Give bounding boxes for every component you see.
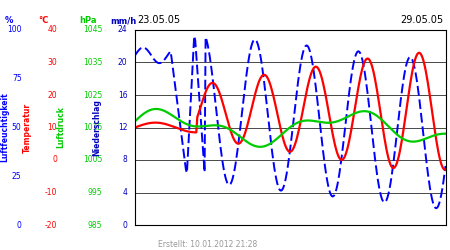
Text: 24: 24	[118, 26, 127, 35]
Text: Luftfeuchtigkeit: Luftfeuchtigkeit	[0, 92, 9, 162]
Text: 4: 4	[122, 188, 127, 197]
Text: 29.05.05: 29.05.05	[400, 15, 443, 25]
Text: Temperatur: Temperatur	[22, 102, 32, 152]
Text: 40: 40	[47, 26, 57, 35]
Text: 50: 50	[12, 123, 22, 132]
Text: 30: 30	[47, 58, 57, 67]
Text: 8: 8	[122, 156, 127, 164]
Text: Niederschlag: Niederschlag	[92, 99, 101, 156]
Text: hPa: hPa	[79, 16, 96, 25]
Text: -20: -20	[45, 220, 57, 230]
Text: 0: 0	[52, 156, 57, 164]
Text: 20: 20	[118, 58, 127, 67]
Text: 0: 0	[17, 220, 22, 230]
Text: 0: 0	[122, 220, 127, 230]
Text: 1025: 1025	[83, 90, 102, 100]
Text: 1005: 1005	[83, 156, 102, 164]
Text: °C: °C	[38, 16, 49, 25]
Text: 12: 12	[118, 123, 127, 132]
Text: 1015: 1015	[83, 123, 102, 132]
Text: Luftdruck: Luftdruck	[56, 106, 65, 148]
Text: 100: 100	[7, 26, 22, 35]
Text: 985: 985	[88, 220, 102, 230]
Text: 20: 20	[48, 90, 57, 100]
Text: 1045: 1045	[83, 26, 102, 35]
Text: Erstellt: 10.01.2012 21:28: Erstellt: 10.01.2012 21:28	[158, 240, 257, 249]
Text: 25: 25	[12, 172, 22, 181]
Text: 75: 75	[12, 74, 22, 83]
Text: %: %	[4, 16, 13, 25]
Text: -10: -10	[45, 188, 57, 197]
Text: 10: 10	[48, 123, 57, 132]
Text: 23.05.05: 23.05.05	[137, 15, 180, 25]
Text: 1035: 1035	[83, 58, 102, 67]
Text: 995: 995	[87, 188, 102, 197]
Text: mm/h: mm/h	[110, 16, 136, 25]
Text: 16: 16	[118, 90, 127, 100]
